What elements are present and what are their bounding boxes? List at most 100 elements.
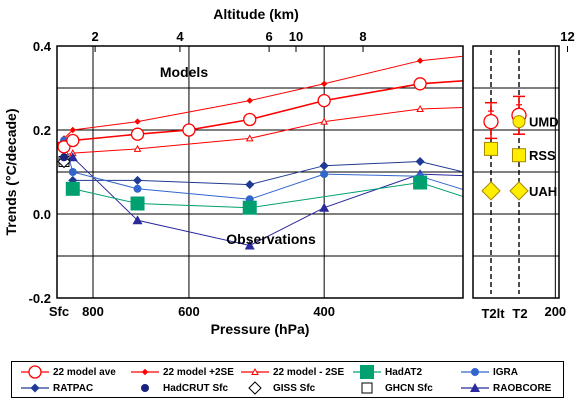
series-hadat2	[65, 175, 463, 215]
legend-marker	[470, 383, 480, 392]
data-point	[60, 153, 68, 162]
top-tick-label: 6	[265, 29, 272, 44]
y-tick-label: 0.2	[33, 123, 51, 138]
obs-point	[484, 141, 498, 156]
top-tick-label: 12	[560, 29, 574, 44]
data-point	[317, 93, 331, 108]
data-point	[182, 123, 196, 137]
legend-label: RATPAC	[53, 382, 94, 394]
legend-label: GHCN Sfc	[385, 382, 433, 394]
obs-point	[481, 181, 501, 201]
legend-label: 22 model ave	[53, 366, 116, 378]
data-point	[133, 184, 142, 193]
legend-label: 22 model - 2SE	[273, 366, 345, 378]
y-tick-label: 0.0	[33, 207, 51, 222]
x-axis-label: Pressure (hPa)	[211, 321, 310, 337]
data-point	[66, 133, 80, 148]
legend-swatch	[248, 381, 262, 395]
obs-group-label: UAH	[529, 184, 557, 199]
data-point	[242, 200, 257, 215]
main-series	[39, 55, 486, 250]
legend-marker	[471, 368, 479, 376]
legend-marker	[30, 383, 40, 393]
data-point	[67, 152, 78, 162]
legend-item: IGRA	[460, 364, 518, 380]
data-point	[245, 180, 255, 190]
legend-label: 22 model +2SE	[163, 366, 234, 378]
data-point	[415, 157, 425, 166]
data-point	[416, 104, 424, 112]
legend-swatch	[141, 384, 149, 392]
legend-swatch	[461, 368, 489, 376]
legend-swatch	[461, 383, 489, 392]
x-tick-label: 600	[178, 304, 200, 319]
main-grid	[57, 46, 559, 298]
data-point	[134, 118, 141, 125]
x-tick-label: Sfc	[49, 304, 69, 319]
data-point	[243, 112, 257, 127]
data-point	[478, 104, 484, 110]
obs-group-uah: UAH	[481, 181, 557, 201]
obs-group-rss: RSS	[484, 141, 556, 163]
legend-item: GISS Sfc	[240, 380, 315, 396]
series-hadcrut-sfc	[60, 153, 68, 162]
main-axis-text: 0.40.20.0-0.2Sfc800600400200100246810121…	[29, 29, 575, 319]
data-point	[476, 172, 485, 181]
data-point	[132, 215, 143, 225]
x-tick-label: 800	[82, 304, 104, 319]
legend-swatch	[21, 383, 49, 393]
data-point	[319, 202, 330, 212]
data-point	[413, 175, 428, 190]
legend-item: HadCRUT Sfc	[130, 380, 228, 396]
obs-point	[512, 115, 526, 129]
series-ratpac	[68, 157, 485, 190]
data-point	[320, 80, 328, 88]
side-x-label: T2lt	[481, 306, 505, 321]
data-point	[57, 140, 71, 154]
legend-item: 22 model ave	[20, 364, 116, 380]
top-tick-label: 8	[359, 29, 366, 44]
y-tick-label: -0.2	[29, 291, 51, 306]
top-tick-label: 2	[91, 29, 98, 44]
data-point	[130, 196, 145, 211]
legend-item: RAOBCORE	[460, 380, 551, 396]
x-tick-label: 200	[544, 304, 566, 319]
y-axis-label: Trends (°C/decade)	[3, 109, 19, 236]
legend-marker	[360, 365, 374, 379]
data-point	[65, 181, 80, 196]
legend-item: 22 model - 2SE	[240, 364, 344, 380]
data-point	[319, 161, 329, 171]
data-point	[476, 171, 486, 180]
main-plot-frame	[56, 45, 464, 299]
obs-point	[509, 181, 529, 201]
data-point	[133, 144, 142, 152]
data-point	[244, 240, 255, 250]
data-point	[39, 139, 51, 151]
legend-swatch	[131, 368, 159, 376]
legend-label: HadCRUT Sfc	[163, 382, 229, 394]
models-annotation: Models	[160, 64, 208, 80]
data-point	[69, 126, 76, 134]
side-plot-frame	[472, 45, 560, 299]
legend-marker	[251, 367, 259, 375]
model-estimate-point	[483, 113, 499, 130]
data-point	[133, 175, 143, 185]
legend-swatch	[241, 367, 269, 375]
series-line	[63, 55, 463, 139]
y-tick-label: 0.4	[33, 39, 52, 54]
legend-marker	[141, 368, 149, 376]
legend-item: GHCN Sfc	[352, 380, 433, 396]
legend-label: IGRA	[493, 366, 518, 378]
legend-marker	[141, 384, 149, 392]
data-point	[246, 97, 253, 104]
top-tick-label: 10	[289, 29, 303, 44]
obs-point	[512, 148, 526, 163]
data-point	[130, 127, 145, 141]
legend-swatch	[21, 365, 49, 379]
obs-group-umd: UMD	[512, 115, 559, 130]
data-point	[68, 168, 77, 176]
data-point	[245, 134, 254, 142]
observations-annotation: Observations	[226, 231, 316, 247]
data-point	[416, 57, 424, 64]
